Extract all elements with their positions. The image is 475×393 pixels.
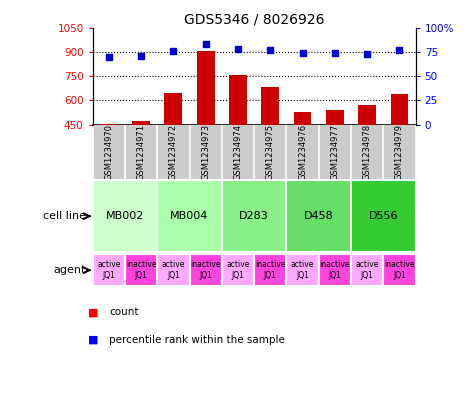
Bar xyxy=(326,110,344,197)
Text: percentile rank within the sample: percentile rank within the sample xyxy=(109,335,285,345)
Bar xyxy=(358,105,376,197)
Text: cell line: cell line xyxy=(43,211,86,221)
Text: inactive
JQ1: inactive JQ1 xyxy=(255,261,285,280)
Bar xyxy=(125,254,157,286)
Bar xyxy=(93,180,157,252)
Point xyxy=(105,53,113,60)
Point xyxy=(137,53,145,59)
Bar xyxy=(286,180,351,252)
Text: active
JQ1: active JQ1 xyxy=(162,261,185,280)
Point xyxy=(202,41,209,47)
Text: GSM1234974: GSM1234974 xyxy=(234,124,242,180)
Bar xyxy=(190,254,222,286)
Text: active
JQ1: active JQ1 xyxy=(226,261,250,280)
Text: GSM1234978: GSM1234978 xyxy=(363,123,371,180)
Text: GSM1234976: GSM1234976 xyxy=(298,123,307,180)
Bar xyxy=(222,254,254,286)
Text: inactive
JQ1: inactive JQ1 xyxy=(190,261,221,280)
Point xyxy=(396,47,403,53)
Text: GSM1234972: GSM1234972 xyxy=(169,124,178,180)
Text: D556: D556 xyxy=(369,211,398,221)
Text: agent: agent xyxy=(53,265,86,275)
Text: inactive
JQ1: inactive JQ1 xyxy=(320,261,350,280)
Point xyxy=(331,50,339,56)
Bar xyxy=(254,254,286,286)
Text: D283: D283 xyxy=(239,211,269,221)
Point xyxy=(234,46,242,52)
Text: active
JQ1: active JQ1 xyxy=(97,261,121,280)
Text: D458: D458 xyxy=(304,211,333,221)
Text: GSM1234975: GSM1234975 xyxy=(266,124,275,180)
Text: inactive
JQ1: inactive JQ1 xyxy=(384,261,415,280)
Text: inactive
JQ1: inactive JQ1 xyxy=(126,261,156,280)
Text: GSM1234977: GSM1234977 xyxy=(331,123,339,180)
Title: GDS5346 / 8026926: GDS5346 / 8026926 xyxy=(184,12,324,26)
Text: GSM1234979: GSM1234979 xyxy=(395,124,404,180)
Bar xyxy=(197,51,215,197)
Bar xyxy=(164,93,182,197)
Bar xyxy=(132,121,150,197)
Bar xyxy=(222,180,286,252)
Bar xyxy=(390,94,408,197)
Text: GSM1234970: GSM1234970 xyxy=(104,124,113,180)
Text: MB002: MB002 xyxy=(106,211,144,221)
Bar xyxy=(294,112,312,197)
Text: count: count xyxy=(109,307,139,318)
Bar xyxy=(319,254,351,286)
Bar xyxy=(351,180,416,252)
Point xyxy=(299,50,306,56)
Bar xyxy=(383,254,416,286)
Text: GSM1234973: GSM1234973 xyxy=(201,123,210,180)
Bar xyxy=(261,86,279,197)
Bar xyxy=(100,124,118,197)
Text: active
JQ1: active JQ1 xyxy=(291,261,314,280)
Point xyxy=(363,51,371,57)
Bar xyxy=(229,75,247,197)
Text: active
JQ1: active JQ1 xyxy=(355,261,379,280)
Bar xyxy=(351,254,383,286)
Text: ■: ■ xyxy=(88,335,98,345)
Point xyxy=(170,48,177,54)
Bar xyxy=(157,180,222,252)
Point xyxy=(266,47,274,53)
Text: MB004: MB004 xyxy=(171,211,209,221)
Text: GSM1234971: GSM1234971 xyxy=(137,124,145,180)
Text: ■: ■ xyxy=(88,307,98,318)
Bar xyxy=(157,254,190,286)
Bar xyxy=(93,254,125,286)
Bar xyxy=(286,254,319,286)
